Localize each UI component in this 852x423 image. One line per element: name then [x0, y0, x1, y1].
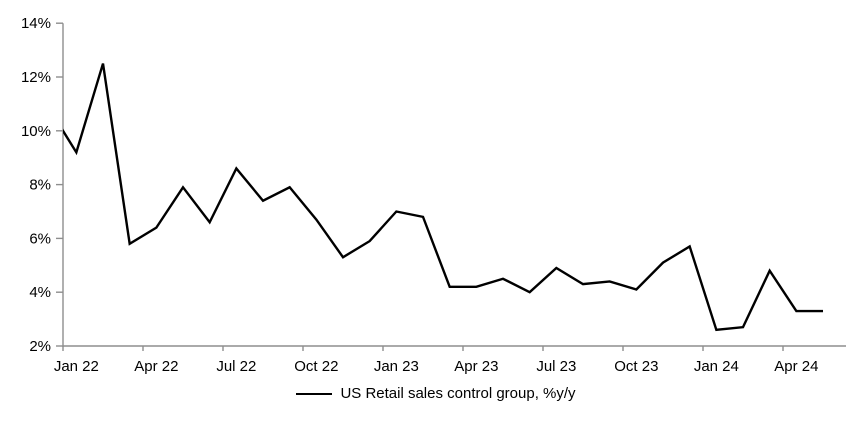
y-axis-tick-label: 6%: [29, 230, 51, 247]
x-axis-tick-label: Apr 24: [774, 358, 818, 375]
y-axis-tick-label: 2%: [29, 338, 51, 355]
y-axis-tick-label: 10%: [21, 123, 51, 140]
x-axis-tick-label: Jan 22: [54, 358, 99, 375]
x-axis-tick-label: Jan 24: [694, 358, 739, 375]
x-axis-tick-label: Oct 23: [614, 358, 658, 375]
legend-label: US Retail sales control group, %y/y: [340, 385, 576, 402]
line-chart-svg: 2% 4% 6% 8% 10% 12% 14% Jan 22 Apr 22 Jul 22 Oct 2…: [21, 15, 846, 375]
y-axis-tick-label: 4%: [29, 284, 51, 301]
y-axis-tick-label: 14%: [21, 15, 51, 32]
x-axis-tick-label: Apr 22: [134, 358, 178, 375]
y-axis-tick-label: 8%: [29, 177, 51, 194]
series-line: [63, 63, 824, 332]
legend-line-swatch: [296, 393, 333, 395]
y-axis-tick-label: 12%: [21, 69, 51, 86]
legend: US Retail sales control group, %y/y: [20, 384, 852, 404]
x-axis-tick-label: Apr 23: [454, 358, 498, 375]
x-axis-tick-label: Oct 22: [294, 358, 338, 375]
x-axis-tick-label: Jul 22: [216, 358, 256, 375]
x-axis-tick-label: Jan 23: [374, 358, 419, 375]
x-axis-tick-label: Jul 23: [536, 358, 576, 375]
